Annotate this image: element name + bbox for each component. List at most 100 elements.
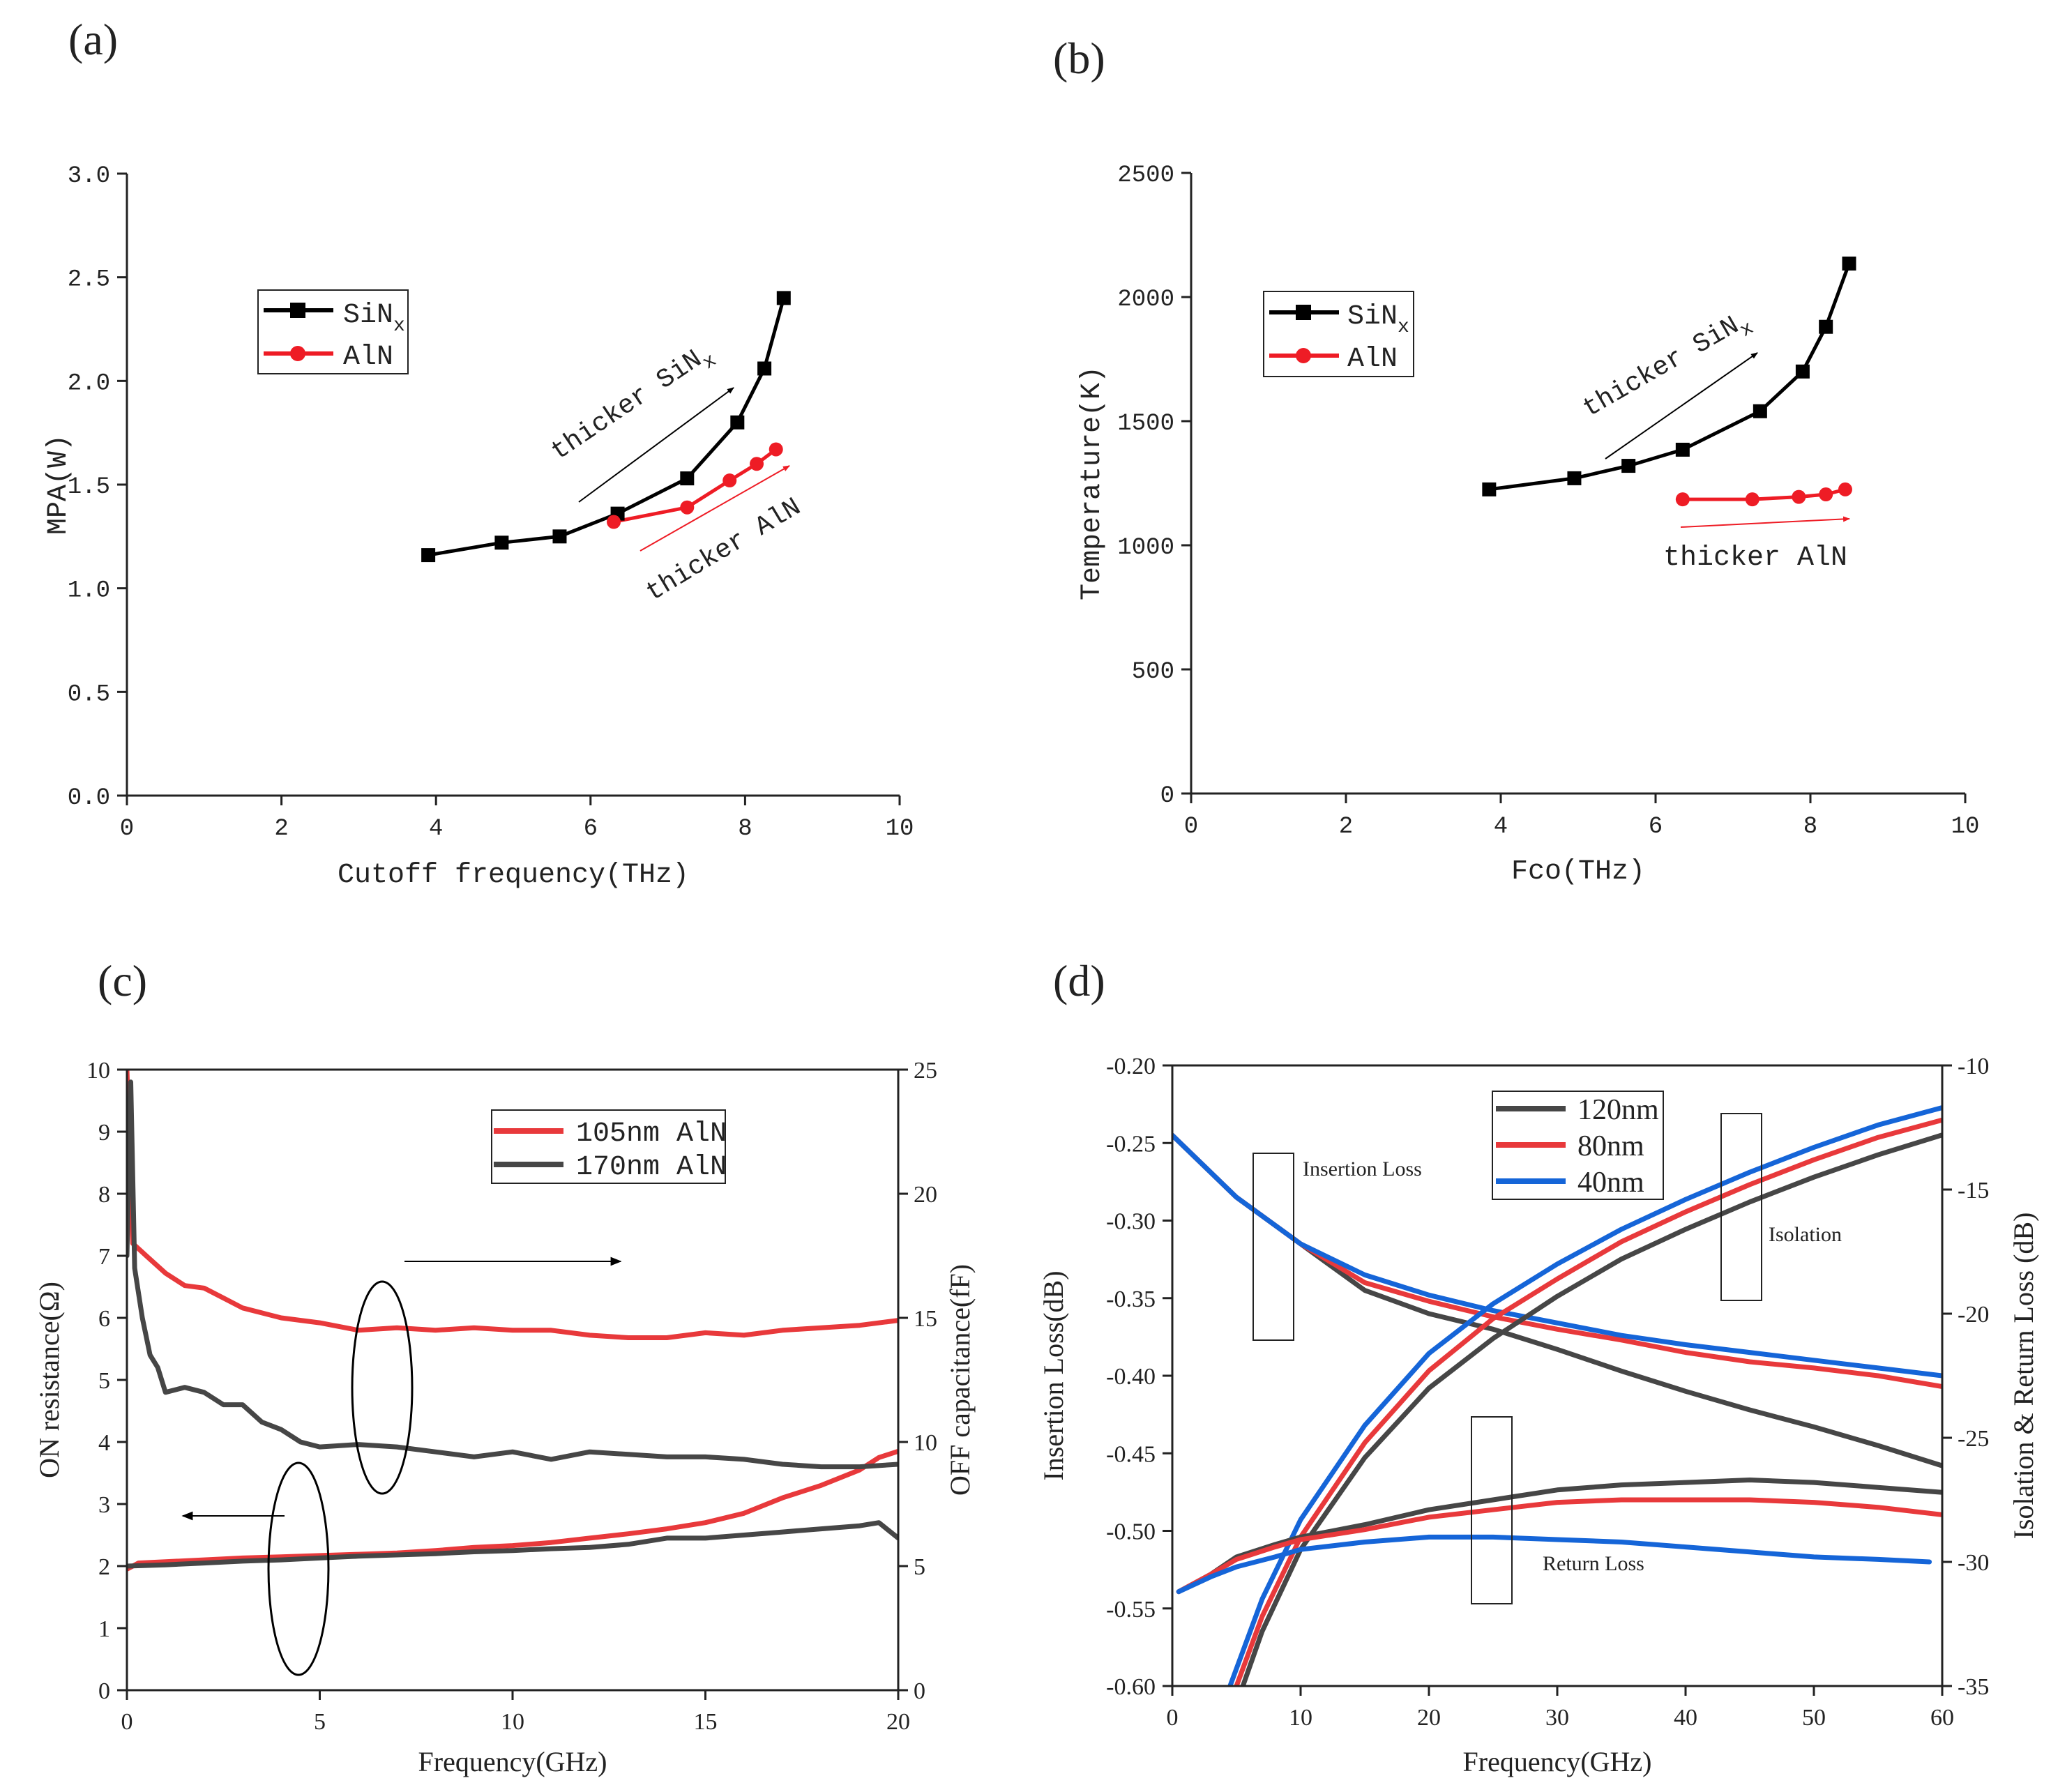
data-point-a-sinx bbox=[680, 471, 695, 486]
plot-area-b bbox=[1487, 261, 1851, 501]
data-point-b-sinx bbox=[1567, 471, 1582, 485]
x-tick-label-c: 15 bbox=[694, 1709, 718, 1735]
y-tick-label-c: 6 bbox=[98, 1306, 110, 1332]
y-tick-label-a: 1.5 bbox=[68, 474, 110, 501]
annot-d-return-loss: Return Loss bbox=[1543, 1552, 1644, 1575]
y-tick-label-d: -0.60 bbox=[1106, 1674, 1156, 1700]
panel-c-legend: 105nm AlN 170nm AlN bbox=[491, 1109, 727, 1184]
x-tick-label-a: 8 bbox=[738, 816, 752, 842]
series-line-d-40nm-isolation bbox=[1227, 1105, 1942, 1686]
y-tick-label-d: -0.35 bbox=[1106, 1286, 1156, 1312]
panel-a-legend: SiNx AlN bbox=[257, 289, 409, 374]
x-tick-label-c: 5 bbox=[314, 1709, 326, 1735]
series-line-d-80nm-isolation bbox=[1234, 1117, 1942, 1686]
y2-tick-label-c: 15 bbox=[914, 1306, 937, 1332]
ellipse-c-resistance bbox=[267, 1461, 330, 1676]
y2-tick-label-d: -20 bbox=[1958, 1302, 1989, 1328]
legend-b-aln-label: AlN bbox=[1347, 344, 1398, 375]
legend-a-aln-label: AlN bbox=[343, 342, 393, 373]
data-point-a-sinx bbox=[421, 548, 436, 563]
y-tick-label-b: 2500 bbox=[1117, 162, 1174, 189]
panel-c-label: (c) bbox=[98, 956, 147, 1005]
y-tick-label-c: 4 bbox=[98, 1430, 110, 1456]
y2-axis-label-c: OFF capacitance(fF) bbox=[944, 1264, 976, 1496]
legend-d-40-label: 40nm bbox=[1577, 1167, 1644, 1199]
annot-b-thicker-aln: thicker AlN bbox=[1663, 542, 1847, 574]
legend-b-aln-marker bbox=[1296, 348, 1311, 363]
panel-b: (b) 0 2 4 6 8 10 0 500 1000 1500 2000 2500 Fco(THz) T… bbox=[1053, 33, 1979, 888]
y-tick-label-c: 3 bbox=[98, 1492, 110, 1518]
box-d-isolation bbox=[1720, 1113, 1762, 1301]
x-tick-label-d: 0 bbox=[1167, 1705, 1179, 1731]
data-point-a-aln bbox=[680, 500, 695, 515]
data-point-b-aln bbox=[1745, 492, 1759, 507]
y-tick-label-a: 1.0 bbox=[68, 578, 110, 605]
series-line-c-170nm-aln-resistance bbox=[127, 1520, 898, 1569]
y-tick-label-a: 2.0 bbox=[68, 370, 110, 397]
legend-a-sinx-label: SiNx bbox=[343, 300, 405, 337]
panel-b-label: (b) bbox=[1053, 33, 1105, 83]
x-tick-label-a: 2 bbox=[274, 816, 288, 842]
series-line-d-80nm-return-loss bbox=[1176, 1497, 1942, 1595]
arrow-a-thicker-aln bbox=[639, 465, 790, 552]
legend-c-105-label: 105nm AlN bbox=[576, 1118, 727, 1150]
y-tick-label-b: 500 bbox=[1132, 659, 1174, 685]
y-tick-label-b: 1500 bbox=[1117, 411, 1174, 437]
legend-d-80-label: 80nm bbox=[1577, 1130, 1644, 1162]
panel-c: (c) 0 5 10 15 200123456789100510152025Freque… bbox=[33, 956, 976, 1777]
y-tick-label-d: -0.50 bbox=[1106, 1519, 1156, 1545]
series-line-c-170nm-aln-capacitance bbox=[127, 1079, 898, 1470]
annot-a-thicker-aln: thicker AlN bbox=[641, 492, 806, 608]
x-tick-label-b: 0 bbox=[1184, 814, 1198, 840]
y2-tick-label-d: -35 bbox=[1958, 1674, 1989, 1700]
data-point-b-sinx bbox=[1795, 364, 1810, 379]
x-axis-label-d: Frequency(GHz) bbox=[1463, 1746, 1652, 1777]
legend-d-120-label: 120nm bbox=[1577, 1094, 1659, 1126]
y-tick-label-c: 2 bbox=[98, 1554, 110, 1580]
series-line-b-sinx bbox=[1487, 261, 1851, 492]
y-tick-label-c: 1 bbox=[98, 1616, 110, 1642]
y-tick-label-b: 1000 bbox=[1117, 535, 1174, 561]
plot-area-c bbox=[127, 1070, 898, 1572]
y-tick-label-b: 2000 bbox=[1117, 287, 1174, 313]
x-axis-label-c: Frequency(GHz) bbox=[418, 1746, 607, 1777]
y-axis-label-d: Insertion Loss(dB) bbox=[1038, 1270, 1069, 1480]
data-point-a-sinx bbox=[494, 536, 509, 550]
y-tick-label-d: -0.40 bbox=[1106, 1364, 1156, 1390]
data-point-a-sinx bbox=[730, 415, 745, 430]
y2-tick-label-d: -10 bbox=[1958, 1054, 1989, 1079]
annot-d-insertion-loss: Insertion Loss bbox=[1303, 1157, 1422, 1180]
x-tick-label-b: 2 bbox=[1339, 814, 1353, 840]
y-tick-label-c: 5 bbox=[98, 1368, 110, 1394]
y-tick-label-d: -0.30 bbox=[1106, 1209, 1156, 1235]
y-tick-label-d: -0.55 bbox=[1106, 1597, 1156, 1623]
x-tick-label-b: 4 bbox=[1494, 814, 1508, 840]
y-tick-label-a: 0.0 bbox=[68, 785, 110, 812]
x-tick-label-a: 6 bbox=[584, 816, 598, 842]
data-point-a-sinx bbox=[757, 361, 772, 376]
panel-a-label: (a) bbox=[68, 15, 118, 64]
x-tick-label-d: 40 bbox=[1674, 1705, 1697, 1731]
data-point-b-sinx bbox=[1621, 459, 1636, 473]
y-tick-label-d: -0.20 bbox=[1106, 1054, 1156, 1079]
data-point-a-sinx bbox=[776, 291, 791, 305]
panel-b-legend: SiNx AlN bbox=[1263, 291, 1414, 377]
y-tick-label-c: 0 bbox=[98, 1678, 110, 1704]
data-point-a-aln bbox=[769, 442, 783, 457]
y2-tick-label-d: -30 bbox=[1958, 1550, 1989, 1576]
series-line-c-105nm-aln-resistance bbox=[127, 1448, 898, 1572]
legend-a-aln-marker bbox=[290, 346, 305, 361]
y-tick-label-b: 0 bbox=[1160, 783, 1174, 810]
data-point-b-aln bbox=[1819, 487, 1833, 502]
ellipse-c-capacitance bbox=[351, 1280, 414, 1495]
y-tick-label-a: 3.0 bbox=[68, 163, 110, 190]
legend-b-sinx-label: SiNx bbox=[1347, 301, 1409, 338]
series-line-d-120nm-isolation bbox=[1240, 1132, 1942, 1686]
box-d-insertion-loss bbox=[1252, 1153, 1294, 1341]
data-point-b-sinx bbox=[1482, 482, 1497, 496]
data-point-b-sinx bbox=[1753, 404, 1767, 418]
data-point-b-sinx bbox=[1819, 319, 1833, 334]
y-tick-label-c: 7 bbox=[98, 1244, 110, 1270]
x-tick-label-c: 10 bbox=[501, 1709, 524, 1735]
data-point-b-sinx bbox=[1675, 442, 1690, 457]
